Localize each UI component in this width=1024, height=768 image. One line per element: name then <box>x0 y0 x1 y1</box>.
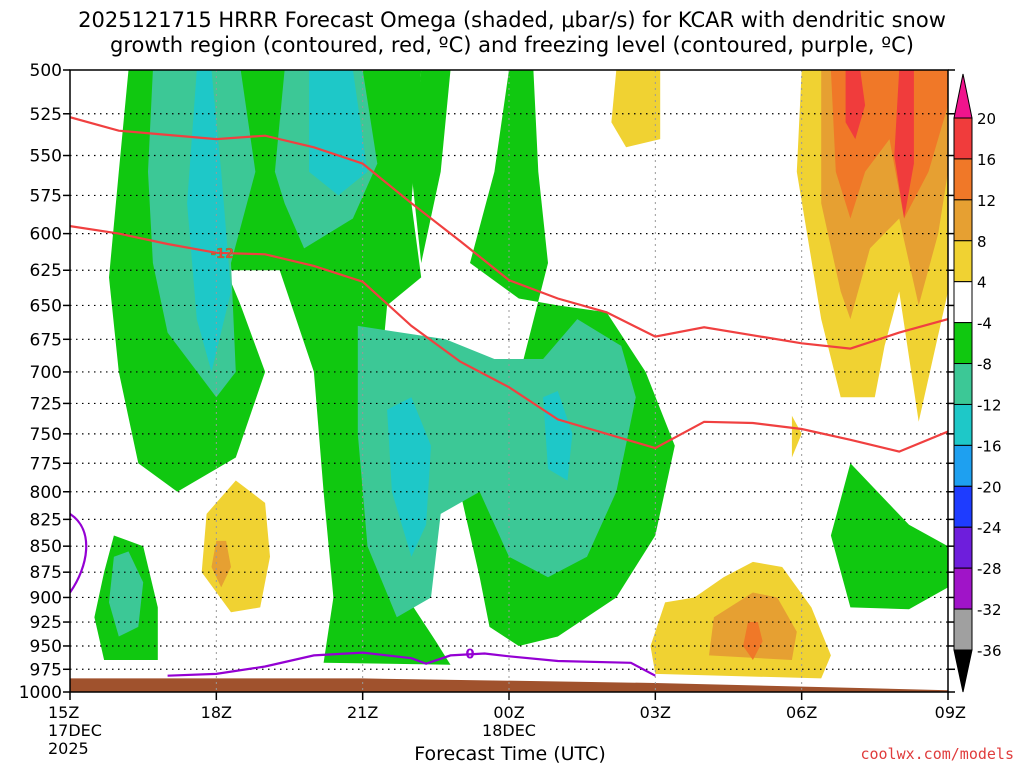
contour-line-2 <box>167 651 656 677</box>
y-tick-label: 675 <box>30 330 62 350</box>
colorbar-bin <box>953 117 973 160</box>
colorbar-label: -28 <box>977 560 1002 578</box>
grid <box>70 70 948 692</box>
colorbar-bin <box>953 403 973 446</box>
omega-region-8 <box>109 551 144 637</box>
colorbar-label: -32 <box>977 601 1002 619</box>
omega-region-10 <box>309 70 368 196</box>
x-tick-label: 00Z <box>493 703 524 722</box>
omega-region-2 <box>411 70 451 263</box>
y-tick-label: 850 <box>30 537 62 557</box>
colorbar-label: -12 <box>977 396 1002 414</box>
contour-label-minus-12: -12 <box>211 247 235 262</box>
omega-region-24 <box>894 70 914 219</box>
x-tick-label: 03Z <box>640 703 671 722</box>
y-tick-label: 975 <box>30 660 62 680</box>
terrain-fill <box>70 678 948 692</box>
y-tick-label: 875 <box>30 563 62 583</box>
y-tick-label: 725 <box>30 394 62 414</box>
omega-region-14 <box>611 70 661 148</box>
x-tick-sublabel: 17DEC <box>48 721 102 740</box>
chart-title-line-2: growth region (contoured, red, ºC) and f… <box>110 33 914 57</box>
omega-region-22 <box>743 622 763 660</box>
omega-region-9 <box>187 70 231 372</box>
y-tick-label: 1000 <box>19 683 62 703</box>
y-tick-label: 500 <box>30 61 62 81</box>
x-axis-year-label: 2025 <box>48 739 89 758</box>
axes: 500 525 550 575 600 625 650 675 700 725 750 775 800 8… <box>19 61 966 740</box>
omega-region-23 <box>845 70 866 140</box>
y-tick-label: 775 <box>30 454 62 474</box>
contour-label-0: 0 <box>465 647 474 662</box>
contour-line-0c-left <box>70 512 88 594</box>
x-tick-label: 18Z <box>201 703 232 722</box>
source-credit: coolwx.com/models <box>860 745 1014 763</box>
colorbar-bin <box>953 567 973 610</box>
colorbar: 20 16 12 8 4 -4 -8 -12 -16 -20 -24 -28 -32 -36 <box>953 73 1002 693</box>
y-tick-label: 950 <box>30 637 62 657</box>
omega-region-17 <box>791 415 802 458</box>
colorbar-bin <box>953 281 973 324</box>
colorbar-bin <box>953 199 973 242</box>
colorbar-label: -24 <box>977 519 1002 537</box>
y-tick-label: 625 <box>30 261 62 281</box>
colorbar-bin <box>953 363 973 405</box>
contour-line-0 <box>70 116 948 350</box>
x-axis-title: Forecast Time (UTC) <box>414 743 606 765</box>
omega-shading <box>70 70 948 692</box>
y-tick-label: 750 <box>30 425 62 445</box>
x-tick-label: 06Z <box>786 703 817 722</box>
x-tick-label: 15Z <box>48 703 79 722</box>
y-tick-label: 600 <box>30 225 62 245</box>
y-tick-label: 700 <box>30 363 62 383</box>
y-tick-label: 525 <box>30 105 62 125</box>
colorbar-label: 12 <box>977 192 996 210</box>
colorbar-label: 8 <box>977 233 987 251</box>
colorbar-bin <box>953 485 973 528</box>
colorbar-label: 20 <box>977 110 996 128</box>
y-tick-label: 825 <box>30 510 62 530</box>
omega-region-15 <box>201 480 270 613</box>
colorbar-label: 16 <box>977 151 996 169</box>
colorbar-cap-top <box>953 73 973 119</box>
colorbar-bin <box>953 322 973 365</box>
colorbar-label: -8 <box>977 356 992 374</box>
colorbar-label: -20 <box>977 478 1002 496</box>
plot-area: -12 0 <box>70 70 948 692</box>
colorbar-label: -36 <box>977 642 1002 660</box>
x-tick-label: 09Z <box>935 703 966 722</box>
omega-region-7 <box>357 319 636 618</box>
y-tick-label: 575 <box>30 186 62 206</box>
colorbar-bin <box>953 158 973 201</box>
colorbar-bin <box>953 608 973 651</box>
y-tick-label: 925 <box>30 613 62 633</box>
colorbar-bin <box>953 240 973 283</box>
colorbar-label: -4 <box>977 315 992 333</box>
y-tick-label: 900 <box>30 588 62 608</box>
colorbar-cap-bottom <box>953 649 973 693</box>
contour-lines <box>70 116 948 677</box>
x-tick-label: 21Z <box>347 703 378 722</box>
chart-title-line-1: 2025121715 HRRR Forecast Omega (shaded, … <box>78 8 946 32</box>
y-tick-label: 550 <box>30 147 62 167</box>
y-tick-label: 650 <box>30 296 62 316</box>
omega-region-4 <box>830 463 948 610</box>
chart-title: 2025121715 HRRR Forecast Omega (shaded, … <box>0 8 1024 58</box>
colorbar-bin <box>953 526 973 569</box>
colorbar-label: -16 <box>977 437 1002 455</box>
x-tick-sublabel: 18DEC <box>482 721 536 740</box>
contour-line-1 <box>70 225 948 453</box>
y-tick-label: 800 <box>30 483 62 503</box>
colorbar-bin <box>953 444 973 487</box>
omega-region-11 <box>387 397 431 557</box>
colorbar-label: 4 <box>977 274 987 292</box>
